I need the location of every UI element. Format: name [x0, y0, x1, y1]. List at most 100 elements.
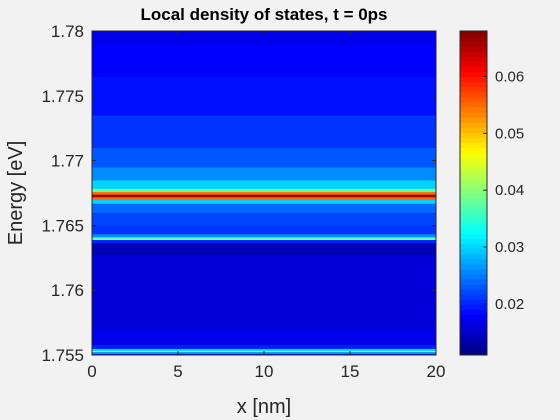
colorbar-segment	[460, 152, 487, 159]
heatmap-band	[92, 239, 436, 244]
heatmap-band	[92, 43, 436, 77]
colorbar-segment	[460, 263, 487, 270]
colorbar-segment	[460, 66, 487, 72]
colorbar-segment	[460, 31, 487, 37]
colorbar-segment	[460, 218, 487, 224]
colorbar-segment	[460, 142, 487, 148]
colorbar-segment	[460, 248, 487, 255]
colorbar-segment	[460, 284, 487, 290]
y-tick-label: 1.76	[51, 281, 84, 300]
y-axis-label: Energy [eV]	[5, 141, 27, 246]
heatmap-band	[92, 212, 436, 226]
colorbar-segment	[460, 51, 487, 57]
colorbar-segment	[460, 112, 487, 118]
heatmap-band	[92, 115, 436, 149]
colorbar-segment	[460, 187, 487, 194]
x-tick-label: 5	[173, 362, 182, 381]
colorbar-segment	[460, 334, 487, 341]
colorbar-segment	[460, 344, 487, 351]
y-tick-label: 1.755	[41, 346, 84, 365]
colorbar-frame	[459, 30, 488, 356]
colorbar-segment	[460, 56, 487, 62]
heatmap-band	[92, 199, 436, 204]
colorbar-segment	[460, 157, 487, 164]
colorbar-segment	[460, 198, 487, 204]
colorbar-segment	[460, 86, 487, 93]
colorbar-axis: 0.02 0.03 0.04 0.05 0.06	[483, 68, 524, 313]
chart-title: Local density of states, t = 0ps	[140, 5, 387, 24]
colorbar-segment	[460, 46, 487, 52]
colorbar-segment	[460, 208, 487, 214]
colorbar-segment	[460, 213, 487, 219]
colorbar-segment	[460, 172, 487, 179]
colorbar-segment	[460, 147, 487, 153]
heatmap-band	[92, 203, 436, 213]
x-tick-label: 0	[87, 362, 96, 381]
colorbar-segment	[460, 203, 487, 209]
colorbar-tick-label: 0.06	[495, 68, 524, 85]
colorbar-segment	[460, 193, 487, 199]
colorbar-segment	[460, 258, 487, 265]
heatmap-plot-area	[92, 31, 436, 356]
colorbar-tick-label: 0.03	[495, 239, 524, 256]
colorbar-segment	[460, 274, 487, 280]
colorbar-segment	[460, 162, 487, 169]
x-axis: 0 5 10 15 20	[87, 31, 445, 381]
colorbar-segment	[460, 349, 487, 356]
colorbar-tick-label: 0.02	[495, 296, 524, 313]
x-tick-label: 10	[255, 362, 274, 381]
colorbar-segment	[460, 177, 487, 184]
heatmap-band	[92, 191, 436, 195]
colorbar-segment	[460, 294, 487, 300]
colorbar-segment	[460, 329, 487, 336]
heatmap-band	[92, 147, 436, 168]
colorbar-segment	[460, 117, 487, 123]
colorbar-segment	[460, 339, 487, 346]
heatmap-band	[92, 348, 436, 351]
heatmap-band	[92, 76, 436, 116]
colorbar-segment	[460, 238, 487, 245]
colorbar-tick-label: 0.05	[495, 125, 524, 142]
colorbar-segment	[460, 182, 487, 189]
y-axis: 1.755 1.76 1.765 1.77 1.775 1.78	[41, 22, 436, 365]
heatmap-band	[92, 194, 436, 198]
colorbar-segment	[460, 96, 487, 103]
colorbar-segment	[460, 61, 487, 67]
heatmap-band	[92, 188, 436, 193]
colorbar-segment	[460, 76, 487, 83]
colorbar-tick-label: 0.04	[495, 182, 524, 199]
y-tick-label: 1.78	[51, 22, 84, 41]
colorbar-segment	[460, 319, 487, 326]
colorbar-segment	[460, 279, 487, 285]
colorbar-segment	[460, 91, 487, 98]
y-tick-label: 1.77	[51, 152, 84, 171]
heatmap-band	[92, 329, 436, 346]
colorbar-segment	[460, 228, 487, 234]
heatmap-band	[92, 277, 436, 304]
colorbar-segment	[460, 36, 487, 42]
colorbar-segment	[460, 253, 487, 260]
colorbar-segment	[460, 106, 487, 113]
y-tick-label: 1.765	[41, 216, 84, 235]
x-axis-label: x [nm]	[237, 396, 291, 418]
heatmap-band	[92, 237, 436, 241]
colorbar-segment	[460, 324, 487, 331]
colorbar-segment	[460, 299, 487, 305]
colorbar-segment	[460, 137, 487, 143]
colorbar-segment	[460, 304, 487, 310]
colorbar-segment	[460, 127, 487, 133]
colorbar-segment	[460, 81, 487, 88]
colorbar-segment	[460, 71, 487, 78]
heatmap-band	[92, 242, 436, 255]
colorbar-segment	[460, 101, 487, 108]
colorbar-segment	[460, 314, 487, 321]
heatmap-band	[92, 303, 436, 330]
colorbar-segment	[460, 132, 487, 138]
colorbar-segment	[460, 223, 487, 229]
heatmap-band	[92, 196, 436, 200]
colorbar-segment	[460, 233, 487, 240]
colorbar-segment	[460, 268, 487, 275]
heatmap-band	[92, 167, 436, 181]
colorbar	[460, 31, 487, 356]
